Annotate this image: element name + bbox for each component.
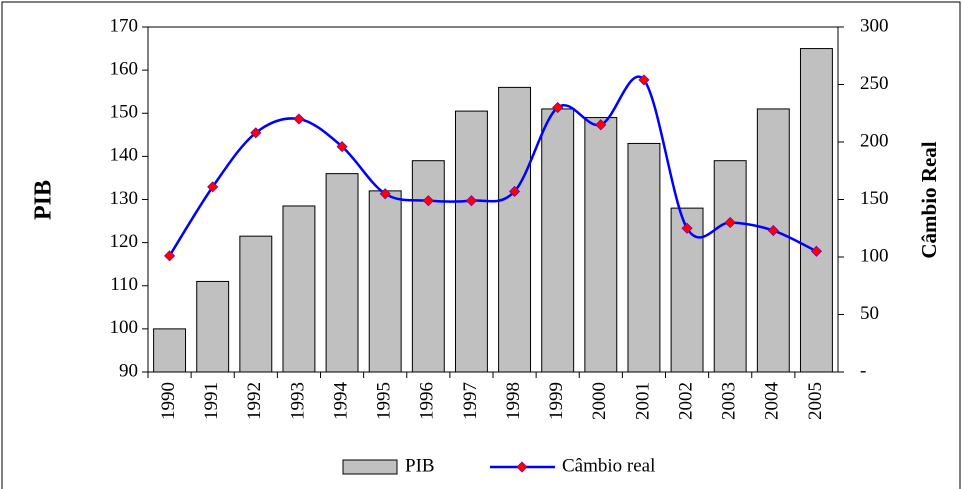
bar [368, 190, 402, 373]
y2-tick-label: 100 [860, 245, 889, 266]
y-tick-label: 90 [119, 360, 138, 381]
x-tick-label: 1992 [244, 382, 265, 420]
legend-label: PIB [405, 455, 435, 476]
y-axis-label: PIB [31, 180, 57, 220]
bar [411, 160, 445, 373]
y2-tick-label: 200 [860, 130, 889, 151]
x-tick-label: 1994 [330, 382, 351, 421]
marker [724, 216, 736, 229]
y2-tick-label: 150 [860, 188, 889, 209]
x-tick-label: 1990 [158, 382, 179, 420]
y-tick-label: 120 [110, 231, 139, 252]
legend-marker [516, 461, 528, 473]
x-tick-label: 1998 [503, 382, 524, 420]
bar [799, 48, 833, 373]
bar [153, 328, 187, 373]
y-tick-label: 140 [110, 145, 139, 166]
bar [584, 117, 618, 373]
y2-tick-label: 300 [860, 15, 889, 36]
marker [681, 222, 693, 234]
y-tick-label: 170 [110, 15, 139, 36]
x-tick-label: 1997 [460, 382, 481, 420]
y-tick-label: 110 [110, 274, 138, 295]
bar [239, 235, 273, 373]
marker [379, 188, 391, 200]
bar [541, 108, 575, 373]
y-tick-label: 130 [110, 188, 139, 209]
marker [336, 141, 348, 153]
x-tick-label: 1999 [546, 382, 567, 420]
x-tick-label: 2000 [589, 382, 610, 420]
y2-tick-label: 50 [860, 303, 879, 324]
marker [250, 127, 262, 139]
x-tick-label: 1996 [417, 382, 438, 420]
x-tick-label: 1991 [201, 382, 222, 420]
y2-tick-label: 250 [860, 73, 889, 94]
bar [670, 207, 704, 373]
y2-axis-label: Câmbio Real [917, 141, 941, 258]
y-tick-label: 150 [110, 102, 139, 123]
x-tick-label: 2005 [805, 382, 826, 420]
x-tick-label: 2001 [632, 382, 653, 420]
x-tick-label: 2003 [719, 382, 740, 420]
bar [454, 110, 488, 373]
legend-swatch [342, 459, 398, 475]
bar [282, 205, 316, 373]
y-tick-label: 160 [110, 58, 139, 79]
marker [465, 195, 478, 207]
x-tick-label: 1993 [287, 382, 308, 420]
marker [552, 101, 564, 114]
x-tick-label: 1995 [374, 382, 395, 420]
bar [756, 108, 790, 373]
legend-label: Câmbio real [562, 455, 655, 476]
y-tick-label: 100 [110, 317, 139, 338]
marker [163, 250, 176, 262]
marker [595, 119, 607, 131]
x-tick-label: 2004 [762, 382, 783, 421]
marker [207, 181, 219, 193]
bar [627, 142, 661, 373]
marker [767, 224, 779, 237]
x-tick-label: 2002 [675, 382, 696, 420]
bar [196, 280, 230, 373]
marker [810, 245, 823, 257]
bar [713, 160, 747, 373]
marker [293, 113, 305, 125]
y2-tick-label: - [860, 360, 866, 381]
bar [498, 86, 532, 373]
marker [638, 74, 650, 86]
bar [325, 173, 359, 373]
marker [422, 195, 434, 207]
marker [508, 185, 521, 198]
